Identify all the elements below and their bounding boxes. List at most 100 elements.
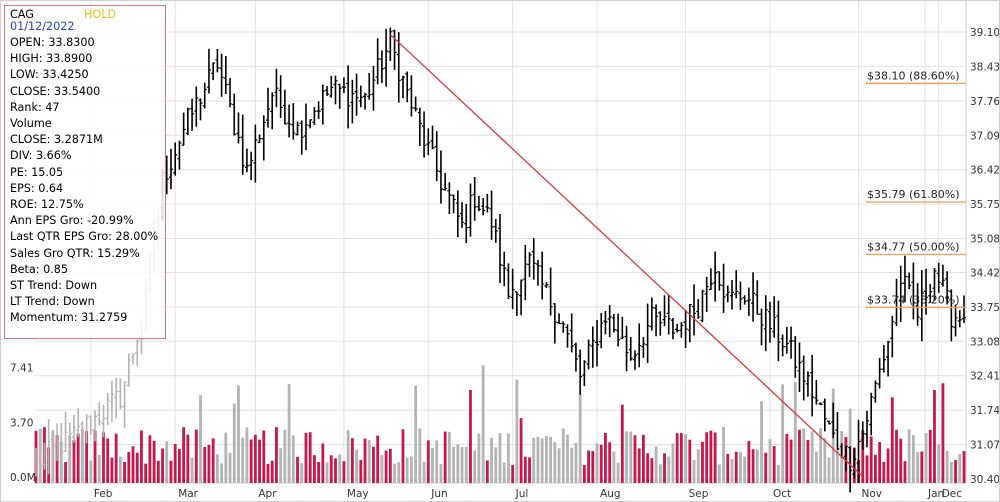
volume-bar — [642, 434, 645, 483]
volume-bar — [334, 458, 337, 483]
price-tick-label: 33.08 — [970, 336, 1000, 348]
volume-bar — [772, 446, 776, 483]
volume-bar — [701, 441, 704, 483]
month-label: Jul — [515, 488, 529, 500]
volume-bar — [730, 459, 734, 483]
volume-bar — [359, 460, 363, 483]
volume-bar — [190, 457, 194, 483]
volume-bar — [726, 453, 730, 483]
volume-bar — [511, 465, 515, 483]
volume-bar — [717, 464, 721, 483]
volume-bar — [346, 430, 350, 483]
volume-bar — [477, 433, 481, 483]
fib-level-label: $35.79 (61.80%) — [867, 188, 960, 201]
volume-bar — [566, 434, 569, 483]
volume-bar — [102, 432, 105, 483]
info-line-momentum: Momentum: 31.2759 — [10, 311, 128, 325]
volume-bar — [646, 453, 650, 483]
volume-bar — [165, 441, 169, 483]
volume-bar — [279, 448, 283, 483]
volume-bar — [106, 438, 110, 483]
price-tick-label: 38.43 — [970, 61, 1000, 73]
price-tick-label: 33.75 — [970, 302, 1000, 314]
volume-bar — [481, 365, 485, 483]
volume-bar — [127, 452, 131, 483]
info-line-volume-label: Volume — [10, 117, 52, 131]
volume-bar — [671, 443, 675, 483]
volume-bar — [342, 461, 346, 483]
volume-bar — [118, 456, 122, 483]
stock-info-panel: CAG HOLD 01/12/2022 OPEN: 33.8300 HIGH: 3… — [4, 5, 166, 339]
price-tick-label: 31.74 — [970, 405, 1000, 417]
volume-bar — [557, 448, 561, 483]
volume-bar — [633, 435, 637, 483]
info-line-rank: Rank: 47 — [10, 100, 60, 114]
volume-bar — [549, 436, 553, 483]
info-line-roe: ROE: 12.75% — [10, 198, 84, 212]
volume-bar — [321, 443, 325, 483]
volume-bar — [418, 428, 422, 483]
volume-bar — [93, 430, 97, 483]
volume-bar — [245, 427, 249, 483]
volume-bar — [515, 379, 519, 483]
volume-bar — [751, 449, 755, 483]
info-header: CAG HOLD — [10, 9, 165, 21]
volume-bar — [426, 440, 430, 483]
volume-bar — [431, 447, 434, 483]
volume-bar — [186, 434, 190, 483]
price-tick-label: 35.75 — [970, 199, 1000, 211]
volume-bar — [962, 451, 966, 483]
info-line-volume-close: CLOSE: 3.2871M — [10, 133, 103, 147]
volume-bar — [414, 385, 418, 483]
price-tick-label: 31.07 — [970, 440, 1000, 452]
volume-bar — [114, 433, 118, 483]
volume-bar — [410, 456, 413, 483]
volume-bar — [131, 446, 135, 483]
rating-label: HOLD — [84, 8, 117, 21]
price-tick-label: 35.08 — [970, 234, 1000, 246]
volume-bar — [709, 430, 713, 483]
volume-bar — [447, 431, 451, 483]
volume-bar — [372, 446, 375, 483]
volume-bar — [776, 464, 780, 483]
volume-bar — [228, 452, 232, 483]
fib-level-label: $38.10 (88.60%) — [867, 69, 960, 82]
volume-bar — [675, 433, 679, 483]
volume-bar — [460, 447, 464, 483]
volume-bar — [958, 453, 962, 483]
volume-bar — [861, 430, 865, 483]
volume-bar — [933, 389, 936, 483]
info-line-last-qtr-eps-gro: Last QTR EPS Gro: 28.00% — [10, 230, 159, 244]
volume-bar — [203, 446, 207, 483]
volume-axis: 7.41 3.70 0.0M — [10, 363, 36, 484]
volume-bar — [253, 434, 257, 483]
volume-bar — [945, 451, 949, 483]
price-tick-label: 37.76 — [970, 96, 1000, 108]
volume-bar — [194, 429, 198, 483]
volume-bar — [182, 427, 186, 483]
volume-bar — [667, 456, 671, 483]
volume-bar — [899, 438, 903, 483]
volume-bar — [743, 456, 747, 483]
volume-bar — [68, 436, 72, 483]
volume-bar — [490, 437, 493, 483]
volume-bar — [507, 433, 510, 483]
volume-bar — [350, 438, 354, 483]
volume-bar — [536, 436, 540, 483]
volume-bar — [785, 433, 789, 483]
volume-bar — [199, 395, 202, 483]
volume-bar — [582, 465, 586, 483]
volume-bar — [739, 451, 742, 483]
month-label: Sep — [689, 488, 709, 500]
volume-bar — [502, 462, 506, 483]
volume-bar — [612, 451, 616, 483]
volume-bar — [570, 447, 574, 483]
volume-bar — [798, 429, 801, 483]
volume-bar — [895, 429, 898, 483]
volume-bar — [270, 460, 274, 483]
volume-bar — [561, 428, 565, 483]
volume-tick-label: 0.0M — [10, 472, 36, 484]
volume-bar — [616, 462, 620, 483]
volume-bar — [578, 394, 582, 483]
month-label: Aug — [600, 488, 621, 500]
